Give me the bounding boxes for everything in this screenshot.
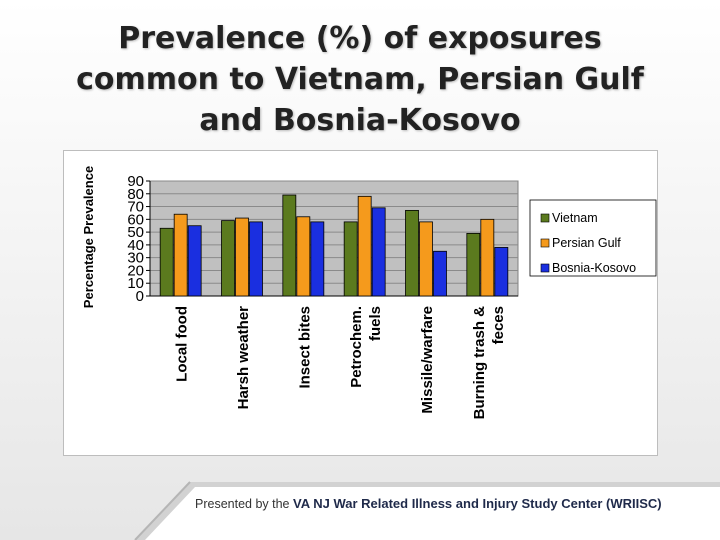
footer-diagonal bbox=[134, 481, 191, 540]
bar-vietnam bbox=[466, 232, 481, 297]
y-tick-label: 30 bbox=[127, 250, 144, 267]
x-category-label: fuels bbox=[367, 306, 384, 341]
bar-persian-gulf bbox=[235, 217, 249, 297]
bar-vietnam bbox=[221, 220, 235, 297]
chart-frame: 0 10 20 30 40 50 60 70 80 90 Percentage Prevalence… bbox=[63, 150, 658, 456]
y-tick-label: 10 bbox=[127, 275, 144, 292]
y-tick-label: 70 bbox=[127, 199, 144, 216]
legend-label: Bosnia-Kosovo bbox=[552, 261, 636, 275]
legend-box bbox=[529, 199, 657, 277]
slide-title-line-3: and Bosnia-Kosovo bbox=[199, 103, 521, 138]
x-category-label: Missile/warfare bbox=[419, 306, 436, 414]
x-category-label: feces bbox=[490, 306, 507, 344]
bar-persian-gulf bbox=[419, 221, 433, 297]
y-tick-label: 90 bbox=[127, 173, 144, 190]
bar-bosnia-kosovo bbox=[371, 207, 386, 297]
y-tick-label: 20 bbox=[127, 262, 144, 279]
x-category-label: Petrochem. bbox=[348, 306, 365, 388]
bar-vietnam bbox=[282, 194, 297, 297]
plot-area bbox=[149, 180, 519, 297]
bar-persian-gulf bbox=[173, 213, 188, 297]
x-category-label: Burning trash & bbox=[471, 306, 488, 420]
footer-decoration bbox=[134, 481, 720, 540]
bar-bosnia-kosovo bbox=[433, 250, 447, 297]
y-tick-label: 40 bbox=[127, 237, 144, 254]
x-category-label: Harsh weather bbox=[235, 306, 252, 410]
y-tick-label: 0 bbox=[136, 288, 144, 305]
footer-prefix: Presented by the bbox=[195, 497, 293, 511]
bar-persian-gulf bbox=[480, 218, 495, 297]
y-tick-label: 80 bbox=[127, 186, 144, 203]
bar-persian-gulf bbox=[357, 195, 372, 297]
y-tick-label: 50 bbox=[127, 224, 144, 241]
slide-title-line-2: common to Vietnam, Persian Gulf bbox=[76, 62, 644, 97]
legend-label: Vietnam bbox=[552, 211, 598, 225]
footer-org: VA NJ War Related Illness and Injury Stu… bbox=[292, 496, 662, 511]
x-category-label: Local food bbox=[174, 306, 191, 382]
bar-bosnia-kosovo bbox=[249, 221, 263, 297]
legend-swatch bbox=[540, 238, 550, 248]
bar-vietnam bbox=[159, 227, 174, 297]
legend-swatch bbox=[540, 263, 550, 273]
bar-bosnia-kosovo bbox=[494, 247, 509, 297]
bar-vietnam bbox=[343, 221, 358, 297]
slide-title-line-1: Prevalence (%) of exposures bbox=[118, 21, 602, 56]
y-tick-label: 60 bbox=[127, 211, 144, 228]
x-category-label: Insect bites bbox=[296, 306, 313, 389]
bar-bosnia-kosovo bbox=[310, 221, 325, 297]
footer-credit: Presented by the VA NJ War Related Illne… bbox=[195, 496, 662, 511]
legend-swatch bbox=[540, 213, 550, 223]
slide-title: Prevalence (%) of exposures common to Vi… bbox=[0, 18, 720, 141]
y-axis-label: Percentage Prevalence bbox=[81, 166, 96, 308]
bar-bosnia-kosovo bbox=[187, 225, 202, 297]
bar-vietnam bbox=[405, 209, 419, 297]
footer-band bbox=[0, 470, 720, 540]
legend-label: Persian Gulf bbox=[552, 236, 621, 250]
footer-band-inner bbox=[145, 487, 720, 540]
bar-persian-gulf bbox=[296, 216, 311, 297]
